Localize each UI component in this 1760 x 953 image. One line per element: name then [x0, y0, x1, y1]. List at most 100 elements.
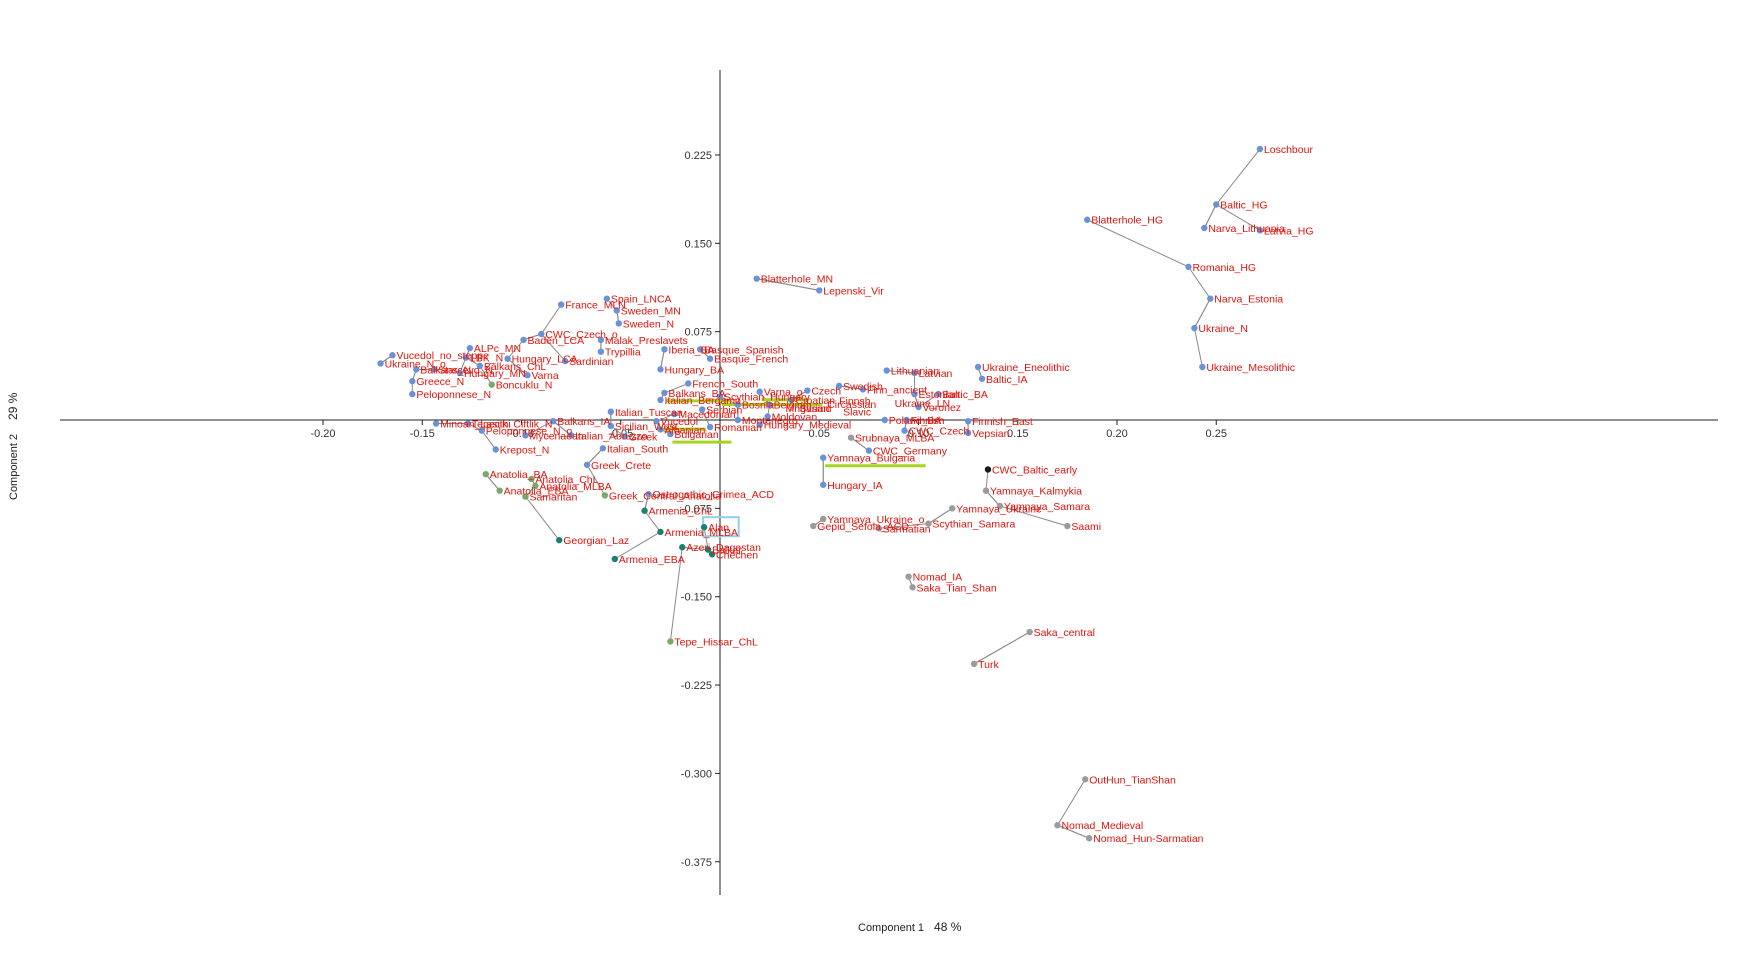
point-label: Nomad_Medieval	[1061, 820, 1143, 832]
data-point	[847, 434, 855, 441]
data-point	[466, 344, 474, 352]
y-tick-label: 0.225	[684, 150, 712, 162]
connector-line	[999, 505, 1068, 527]
connector-line	[928, 507, 953, 525]
data-point	[492, 446, 499, 453]
point-label: Greek	[629, 431, 658, 443]
point-label: Basque_Spanish	[704, 344, 784, 356]
point-label: Latvia_HG	[1264, 225, 1314, 237]
point-label: Blatterhole_HG	[1091, 215, 1163, 227]
point-label: Ukraine_N	[1198, 323, 1248, 335]
point-label: ALPc_MN	[474, 343, 521, 355]
point-label: Serbian	[706, 404, 742, 416]
data-point	[613, 307, 620, 314]
point-label: Vucedol_no_steppe	[396, 350, 489, 362]
point-label: Blatterhole_MN	[761, 274, 833, 286]
data-point	[597, 336, 605, 344]
data-point	[706, 423, 714, 431]
point-label: Ukraine_Mesolithic	[1206, 362, 1295, 374]
data-point	[524, 372, 531, 379]
point-label: Hungary_IA	[827, 480, 882, 492]
data-point	[820, 481, 827, 488]
data-point	[982, 487, 990, 494]
connector-line	[1057, 824, 1090, 839]
data-point	[599, 445, 607, 452]
data-point	[488, 381, 495, 388]
point-label: Balkans_IA	[557, 416, 610, 428]
point-label: Armenia_MLBA	[664, 527, 738, 539]
point-label: Italian_Tuscan	[615, 407, 683, 419]
point-label: Yamnaya_Bulgaria	[827, 453, 915, 465]
connector-line	[485, 473, 501, 492]
data-point	[911, 390, 918, 398]
data-point	[667, 430, 674, 438]
data-point	[949, 505, 956, 512]
point-label: Peloponnese_N	[416, 389, 491, 401]
point-label: Anatolia_MLBA	[539, 481, 611, 493]
data-point	[504, 355, 511, 362]
data-point	[464, 420, 472, 427]
y-tick-label: -0.225	[681, 680, 712, 692]
point-label: Hungary_BA	[664, 364, 724, 376]
point-label: Srubnaya_MLBA	[855, 433, 934, 445]
point-label: Finn_ancient	[867, 384, 927, 396]
point-label: Anatolia_EBA	[504, 486, 569, 498]
data-point	[496, 487, 503, 494]
data-point	[621, 433, 628, 440]
point-label: Mycenaean	[529, 430, 583, 442]
point-label: Anatolia_ChL	[535, 474, 598, 486]
point-label: Lepenski_Vir	[823, 285, 884, 297]
data-point	[970, 660, 978, 668]
data-point	[1086, 834, 1093, 842]
data-point	[657, 528, 664, 536]
point-label: Trypillia	[605, 347, 641, 359]
data-point	[788, 396, 795, 404]
point-label: Estonian	[919, 389, 960, 401]
data-point	[835, 382, 843, 390]
data-point	[389, 352, 396, 359]
connector-line	[878, 523, 929, 529]
data-point	[700, 523, 708, 531]
data-point	[875, 525, 882, 532]
x-tick-label: -0.15	[410, 428, 435, 440]
point-label: Chechen	[716, 549, 758, 561]
connector-line	[1203, 204, 1217, 229]
connector-line	[973, 631, 1030, 665]
point-label: Saka_Tian_Shan	[917, 582, 997, 594]
point-label: Sweden_MN	[621, 305, 681, 317]
data-point	[964, 417, 972, 425]
data-point	[528, 475, 535, 483]
data-point	[925, 520, 932, 527]
data-point	[820, 454, 827, 461]
point-label: Italian_Bergamo	[664, 395, 741, 407]
data-point	[456, 369, 464, 377]
point-label: Baltic_HG	[1220, 199, 1267, 211]
data-point	[558, 301, 565, 308]
connector-line	[756, 278, 820, 291]
data-point	[482, 470, 489, 478]
connector-line	[664, 383, 689, 394]
point-labels: Loschbour Baltic_HG Blatterhole_HG Narva_Li…	[385, 144, 1314, 845]
connector-line	[525, 496, 560, 541]
point-label: Alan	[708, 522, 729, 534]
point-label: Varna	[531, 370, 558, 382]
point-label: Saka_central	[1034, 627, 1095, 639]
x-tick-label: 0.10	[908, 428, 929, 440]
data-point	[964, 429, 972, 437]
data-point	[532, 482, 539, 490]
point-label: Baden_LCA	[527, 335, 584, 347]
data-point	[607, 408, 615, 415]
point-label: Sicilian_West	[615, 421, 678, 433]
point-label: Voronez	[923, 402, 962, 414]
point-label: Romanian	[714, 422, 762, 434]
connector-line	[586, 464, 606, 496]
data-point	[696, 346, 704, 353]
point-label: Italian_South	[607, 443, 668, 455]
connector-line	[886, 370, 915, 374]
x-tick-label: 0.05	[809, 428, 830, 440]
connector-line	[525, 420, 554, 436]
data-point	[883, 367, 890, 374]
data-point	[974, 363, 982, 371]
data-point	[704, 546, 712, 553]
point-label: Peloponnese_N_o	[486, 426, 573, 438]
